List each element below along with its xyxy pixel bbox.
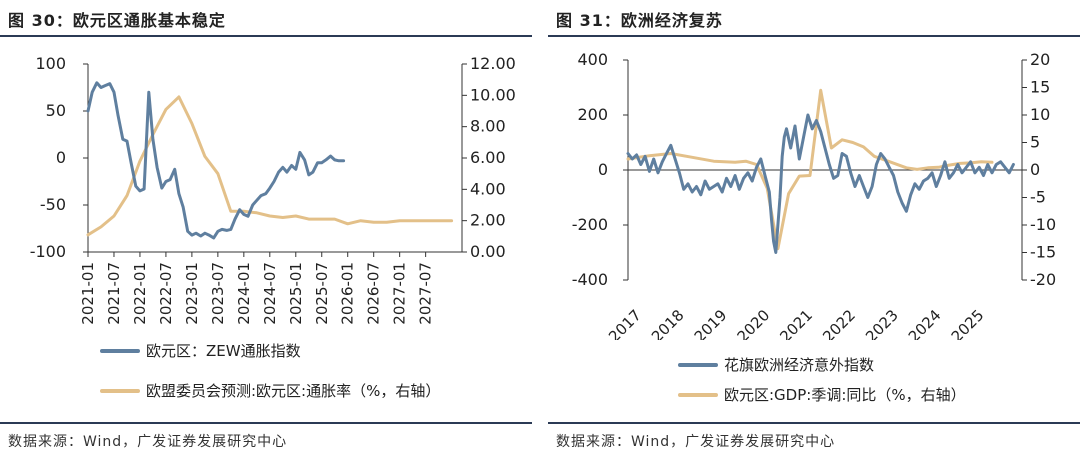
y-right-tick-label: -5 [1030, 188, 1046, 207]
y-right-tick-label: -20 [1030, 270, 1056, 289]
figure-title-bar: 图 31：欧洲经济复苏 [548, 0, 1080, 36]
figure-30-panel: 图 30：欧元区通胀基本稳定 100 50 0 -50 -100 12.00 10.00 8.… [0, 0, 532, 457]
y-left-tick-label: -200 [572, 215, 608, 234]
y-right-tick-label: 10 [1030, 105, 1050, 124]
series-line-blue [626, 113, 1015, 254]
top-rule [548, 35, 1080, 37]
figure-title: 图 31：欧洲经济复苏 [556, 11, 723, 30]
x-tick-label: 2019 [691, 306, 731, 340]
x-tick-label: 2023-01 [183, 262, 201, 325]
y-left-tick-label: 0 [598, 160, 608, 179]
y-left-tick-label: -100 [30, 242, 66, 261]
y-right-tick-label: 2.00 [470, 211, 506, 230]
x-tick-label: 2022 [819, 306, 859, 340]
x-tick-label: 2022-01 [131, 262, 149, 325]
y-right-tick-label: 8.00 [470, 117, 506, 136]
x-tick-label: 2026-07 [365, 262, 383, 325]
series-line-tan [626, 88, 994, 251]
inflation-chart: 100 50 0 -50 -100 12.00 10.00 8.00 6.00 4.00 2.00 0… [30, 54, 516, 325]
legend-swatch-blue [100, 349, 140, 353]
x-tick-label: 2021 [776, 306, 816, 340]
bottom-rule [548, 422, 1080, 424]
y-right-tick-label: -15 [1030, 243, 1056, 262]
figure-title: 图 30：欧元区通胀基本稳定 [8, 11, 226, 30]
legend-label: 欧元区:GDP:季调:同比（%，右轴） [724, 386, 966, 404]
bottom-rule [0, 422, 532, 424]
x-tick-label: 2022-07 [157, 262, 175, 325]
series-line-blue [86, 81, 346, 240]
source-note: 数据来源：Wind，广发证券发展研究中心 [8, 434, 288, 450]
y-right-tick-label: 12.00 [470, 54, 516, 73]
top-rule [0, 35, 532, 37]
x-tick-label: 2027-07 [417, 262, 435, 325]
legend-swatch-tan [678, 393, 718, 397]
x-tick-label: 2020 [734, 306, 774, 340]
y-right-tick-label: 0.00 [470, 242, 506, 261]
y-right-tick-label: 10.00 [470, 85, 516, 104]
y-left-tick-label: 400 [577, 50, 608, 69]
x-tick-label: 2017 [605, 306, 645, 340]
x-tick-label: 2027-01 [391, 262, 409, 325]
x-tick-label: 2025-01 [287, 262, 305, 325]
y-right-tick-label: 20 [1030, 50, 1050, 69]
x-tick-label: 2025 [948, 306, 988, 340]
series-line-tan [86, 95, 454, 237]
y-left-tick-label: 100 [35, 54, 66, 73]
x-tick-label: 2023-07 [209, 262, 227, 325]
x-tick-label: 2026-01 [339, 262, 357, 325]
x-tick-label: 2018 [648, 306, 688, 340]
y-right-tick-label: 15 [1030, 78, 1050, 97]
x-tick-label: 2023 [862, 306, 902, 340]
figure-31-panel: 图 31：欧洲经济复苏 400 200 0 -200 -400 20 15 10 5 0 -5 -10… [548, 0, 1080, 457]
legend-label: 欧盟委员会预测:欧元区:通胀率（%，右轴） [146, 382, 441, 400]
y-right-tick-label: 6.00 [470, 148, 506, 167]
legend-swatch-blue [678, 363, 718, 367]
y-right-tick-label: 4.00 [470, 179, 506, 198]
legend-label: 花旗欧洲经济意外指数 [724, 356, 875, 374]
x-tick-label: 2024 [905, 306, 945, 340]
y-right-tick-label: -10 [1030, 215, 1056, 234]
legend-swatch-tan [100, 389, 140, 393]
x-tick-label: 2024-01 [235, 262, 253, 325]
x-tick-label: 2021-01 [79, 262, 97, 325]
figure-title-bar: 图 30：欧元区通胀基本稳定 [0, 0, 532, 36]
x-tick-label: 2024-07 [261, 262, 279, 325]
source-note: 数据来源：Wind，广发证券发展研究中心 [556, 434, 836, 450]
x-tick-label: 2021-07 [105, 262, 123, 325]
y-left-tick-label: 50 [46, 101, 66, 120]
y-left-tick-label: -400 [572, 270, 608, 289]
y-left-tick-label: 200 [577, 105, 608, 124]
legend-label: 欧元区：ZEW通胀指数 [146, 342, 301, 360]
y-right-tick-label: 0 [1030, 160, 1040, 179]
y-right-tick-label: 5 [1030, 133, 1040, 152]
x-tick-label: 2025-07 [313, 262, 331, 325]
y-left-tick-label: 0 [56, 148, 66, 167]
y-left-tick-label: -50 [40, 195, 66, 214]
